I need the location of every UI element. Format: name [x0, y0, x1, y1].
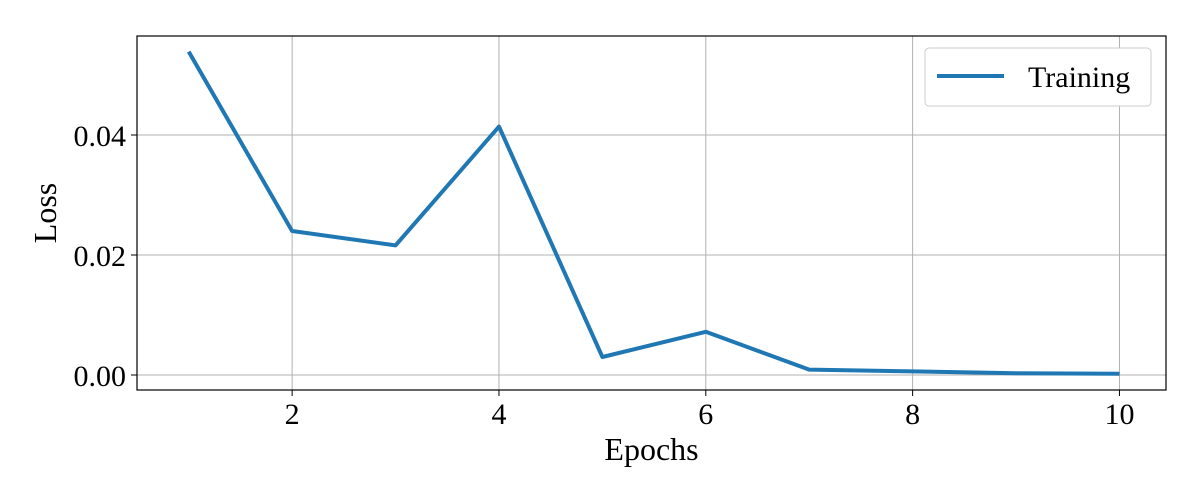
y-tick-labels: 0.00 0.02 0.04: [74, 120, 127, 393]
x-tick-label: 8: [905, 398, 920, 431]
x-axis-title: Epochs: [604, 431, 698, 467]
legend: Training: [924, 47, 1152, 107]
tick-layer: [131, 134, 1120, 396]
y-axis-title: Loss: [27, 183, 63, 243]
series-layer: [186, 50, 1120, 376]
x-tick-label: 6: [698, 398, 713, 431]
plot-frame: [136, 35, 1167, 391]
y-tick-label: 0.00: [74, 360, 127, 393]
x-tick-label: 2: [285, 398, 300, 431]
series-line-training: [186, 50, 1120, 376]
grid-layer: [137, 36, 1166, 390]
x-tick-label: 4: [491, 398, 506, 431]
legend-label-training: Training: [1028, 61, 1130, 94]
legend-box: [924, 47, 1152, 107]
y-tick-label: 0.04: [74, 120, 127, 153]
x-tick-labels: 2 4 6 8 10: [285, 398, 1135, 431]
y-tick-label: 0.02: [74, 240, 127, 273]
x-tick-label: 10: [1104, 398, 1134, 431]
